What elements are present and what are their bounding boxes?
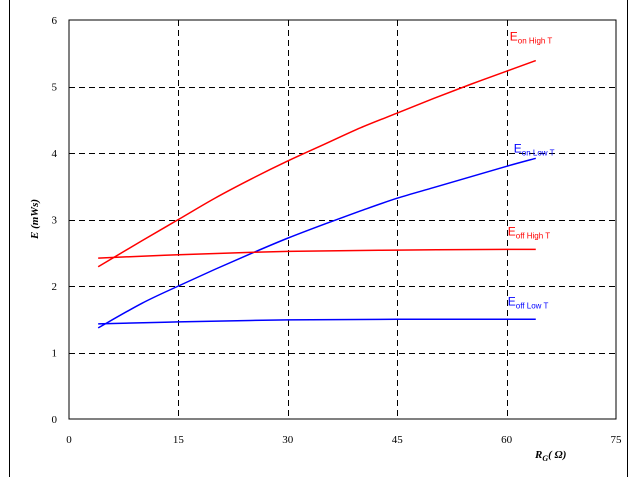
series-line xyxy=(98,248,536,259)
x-axis-title: RG( Ω) xyxy=(534,449,566,463)
series-label-sub: off Low T xyxy=(516,301,549,310)
x-tick-label: 30 xyxy=(282,434,294,446)
x-axis-title-unit: ( Ω) xyxy=(548,449,566,461)
x-tick-label: 75 xyxy=(611,434,623,446)
series-label-sub: on High T xyxy=(518,37,553,46)
y-tick-label: 4 xyxy=(52,148,58,160)
x-axis-title-sub: G xyxy=(542,454,548,463)
series-label: Eoff High T xyxy=(508,224,551,240)
y-tick-label: 5 xyxy=(52,82,58,94)
y-tick-label: 0 xyxy=(52,414,58,426)
plot-area-border xyxy=(68,19,617,420)
series-line xyxy=(97,157,536,329)
x-tick-label: 15 xyxy=(173,434,185,446)
grid-lines xyxy=(69,20,616,419)
y-tick-label: 2 xyxy=(52,281,58,293)
series-line xyxy=(97,59,537,268)
y-axis-title: E (mWs) xyxy=(29,199,41,240)
series-label: Eoff Low T xyxy=(508,294,549,310)
series-label-sub: on Low T xyxy=(522,148,555,157)
series-label-sub: off High T xyxy=(516,231,551,240)
series-label-main: E xyxy=(514,141,522,155)
y-tick-label: 3 xyxy=(52,215,58,227)
series-label-main: E xyxy=(510,30,518,44)
series-label-main: E xyxy=(508,224,516,238)
x-tick-label: 0 xyxy=(66,434,72,446)
x-axis-title-main: R xyxy=(534,449,542,461)
series-label-main: E xyxy=(508,294,516,308)
x-tick-label: 60 xyxy=(501,434,513,446)
series-label: Eon High T xyxy=(510,30,553,46)
series-line xyxy=(98,318,536,325)
y-tick-label: 6 xyxy=(52,15,58,27)
y-tick-label: 1 xyxy=(52,348,58,360)
x-tick-label: 45 xyxy=(392,434,404,446)
series-lines xyxy=(97,59,537,329)
series-label: Eon Low T xyxy=(514,141,555,157)
